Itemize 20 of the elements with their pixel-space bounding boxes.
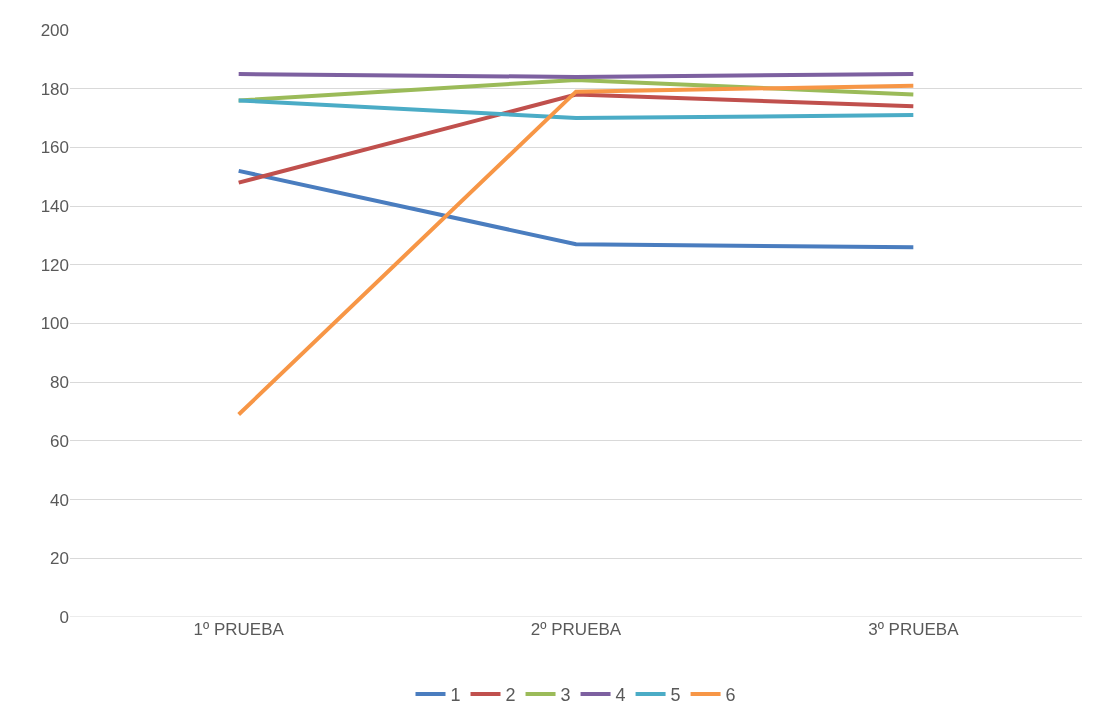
legend-label: 1 <box>450 684 461 705</box>
x-tick-label: 1º PRUEBA <box>193 620 285 639</box>
y-tick-label: 140 <box>40 197 69 217</box>
x-tick-label: 3º PRUEBA <box>868 620 960 639</box>
y-tick-label: 80 <box>50 373 69 393</box>
y-tick-label: 100 <box>40 314 69 334</box>
legend-label: 5 <box>670 684 681 705</box>
legend-label: 2 <box>505 684 516 705</box>
y-tick-label: 0 <box>59 607 69 627</box>
legend-label: 3 <box>560 684 571 705</box>
y-tick-label: 20 <box>50 549 69 569</box>
x-tick-label: 2º PRUEBA <box>530 620 622 639</box>
y-tick-label: 40 <box>50 490 69 510</box>
y-tick-label: 180 <box>40 79 69 99</box>
y-tick-label: 200 <box>40 20 69 40</box>
y-tick-label: 60 <box>50 431 69 451</box>
y-tick-label: 120 <box>40 255 69 275</box>
legend-label: 6 <box>725 684 736 705</box>
legend-label: 4 <box>615 684 626 705</box>
y-tick-label: 160 <box>40 138 69 158</box>
